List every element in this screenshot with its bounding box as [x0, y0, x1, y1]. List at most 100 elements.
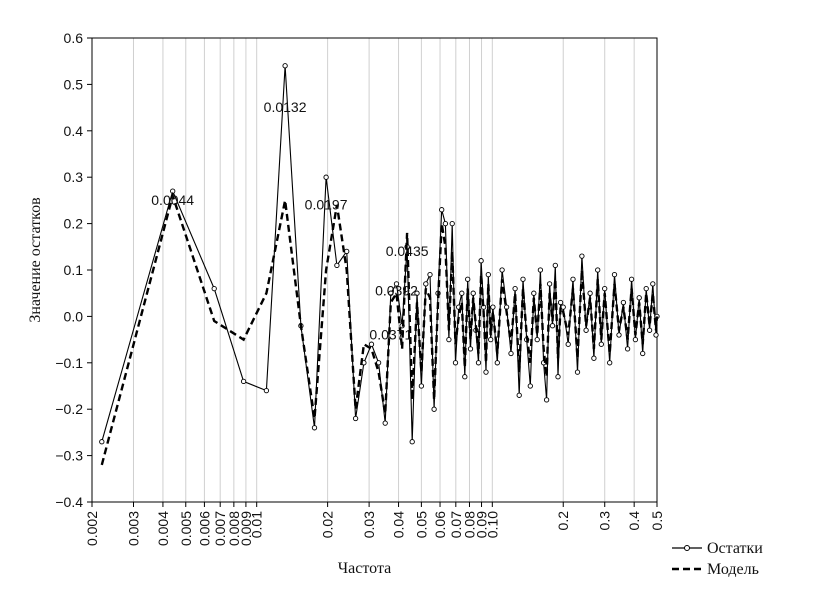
data-point-ostatki — [512, 285, 518, 292]
data-point-ostatki — [388, 290, 394, 296]
data-point-ostatki — [516, 392, 522, 398]
x-tick-label: 0.03 — [361, 511, 377, 538]
data-point-ostatki — [624, 346, 631, 352]
x-axis-title: Частота — [338, 560, 391, 577]
data-point-ostatki — [602, 285, 608, 292]
data-point-ostatki — [263, 387, 270, 394]
data-point-ostatki — [452, 360, 459, 366]
x-tick-label: 0.003 — [125, 511, 141, 546]
data-point-ostatki — [583, 327, 589, 333]
data-point-ostatki — [478, 258, 484, 264]
x-tick-label: 0.5 — [649, 511, 665, 531]
data-point-ostatki — [616, 332, 622, 338]
data-point-ostatki — [240, 378, 247, 385]
data-point-ostatki — [534, 336, 540, 343]
data-point-ostatki — [499, 267, 505, 273]
data-point-ostatki — [311, 425, 318, 431]
peak-annotation: 0.0132 — [264, 99, 307, 115]
data-point-ostatki — [427, 271, 433, 278]
data-point-ostatki — [449, 220, 455, 227]
x-tick-label: 0.009 — [238, 511, 254, 546]
data-point-ostatki — [334, 262, 340, 269]
data-point-ostatki — [323, 174, 329, 180]
data-point-ostatki — [488, 336, 494, 343]
x-tick-label: 0.008 — [226, 511, 242, 546]
data-point-ostatki — [442, 220, 449, 227]
peak-annotation: 0.0044 — [151, 192, 194, 208]
legend-label-ostatki: Остатки — [707, 540, 763, 557]
x-tick-label: 0.006 — [196, 511, 212, 546]
data-point-ostatki — [462, 374, 468, 380]
y-tick-label: 0.2 — [64, 216, 84, 232]
data-point-ostatki — [587, 290, 593, 296]
data-point-ostatki — [431, 406, 437, 412]
data-point-ostatki — [520, 276, 526, 282]
x-tick-label: 0.02 — [320, 511, 336, 538]
x-tick-label: 0.10 — [484, 511, 500, 538]
y-tick-label: −0.4 — [55, 494, 83, 510]
x-tick-label: 0.09 — [474, 511, 490, 538]
x-tick-label: 0.007 — [212, 511, 228, 546]
data-point-ostatki — [591, 355, 597, 361]
data-point-ostatki — [508, 350, 514, 357]
x-tick-label: 0.002 — [84, 511, 100, 546]
y-axis-title: Значение остатков — [27, 197, 44, 323]
data-point-ostatki — [475, 360, 482, 366]
data-point-ostatki — [527, 383, 533, 389]
x-axis: 0.002 0.003 0.004 0.005 0.006 0.0070.0080.009… — [84, 502, 665, 546]
data-point-ostatki — [555, 374, 561, 380]
data-point-ostatki — [423, 281, 429, 287]
x-tick-label: 0.06 — [432, 511, 448, 538]
data-point-ostatki — [446, 336, 452, 343]
x-tick-label: 0.01 — [249, 511, 265, 538]
y-tick-label: 0.6 — [64, 30, 84, 46]
data-point-ostatki — [490, 304, 496, 310]
x-tick-label: 0.07 — [448, 511, 464, 538]
data-point-ostatki — [549, 323, 556, 329]
data-point-ostatki — [620, 299, 627, 306]
x-tick-label: 0.004 — [155, 511, 171, 546]
series — [99, 63, 660, 466]
data-point-ostatki — [607, 360, 613, 366]
x-tick-label: 0.4 — [626, 511, 642, 531]
data-point-ostatki — [643, 285, 649, 292]
data-point-ostatki — [485, 271, 491, 278]
data-point-ostatki — [393, 281, 400, 287]
data-point-ostatki — [653, 332, 659, 338]
data-point-ostatki — [598, 341, 604, 347]
data-point-ostatki — [352, 415, 359, 422]
peak-annotation: 0.0197 — [305, 197, 348, 213]
data-point-ostatki — [650, 281, 656, 287]
annotations: 0.0044 0.0132 0.0197 0.0435 0.0392 0.0371 — [151, 99, 428, 342]
y-tick-label: 0.3 — [64, 169, 84, 185]
x-tick-label: 0.04 — [391, 511, 407, 538]
x-tick-label: 0.08 — [461, 511, 477, 538]
data-point-ostatki — [282, 63, 288, 69]
data-point-ostatki — [467, 346, 474, 352]
data-point-ostatki — [465, 276, 471, 282]
data-point-ostatki — [646, 327, 653, 333]
data-point-ostatki — [636, 295, 642, 301]
series-line-ostatki — [101, 65, 658, 442]
data-point-ostatki — [368, 341, 375, 347]
data-point-ostatki — [640, 350, 646, 357]
data-point-ostatki — [409, 439, 415, 445]
y-tick-label: 0.0 — [64, 308, 84, 324]
data-point-ostatki — [546, 281, 553, 287]
series-line-model — [100, 191, 659, 466]
y-axis: 0.6 0.5 0.4 0.3 0.2 0.1 0.0 −0.1 −0.2 −0.3 −0.4 — [55, 30, 92, 510]
data-point-ostatki — [543, 397, 550, 403]
data-point-ostatki — [531, 290, 537, 296]
y-tick-label: 0.4 — [64, 123, 84, 139]
x-tick-label: 0.2 — [555, 511, 571, 531]
data-point-ostatki — [494, 360, 500, 366]
data-point-ostatki — [570, 276, 576, 282]
data-point-ostatki — [557, 299, 564, 306]
y-tick-label: −0.3 — [55, 448, 83, 464]
data-point-ostatki — [418, 383, 425, 389]
data-point-ostatki — [483, 369, 489, 375]
data-point-ostatki — [459, 290, 465, 296]
peak-annotation: 0.0392 — [375, 283, 418, 299]
data-point-ostatki — [579, 253, 585, 259]
